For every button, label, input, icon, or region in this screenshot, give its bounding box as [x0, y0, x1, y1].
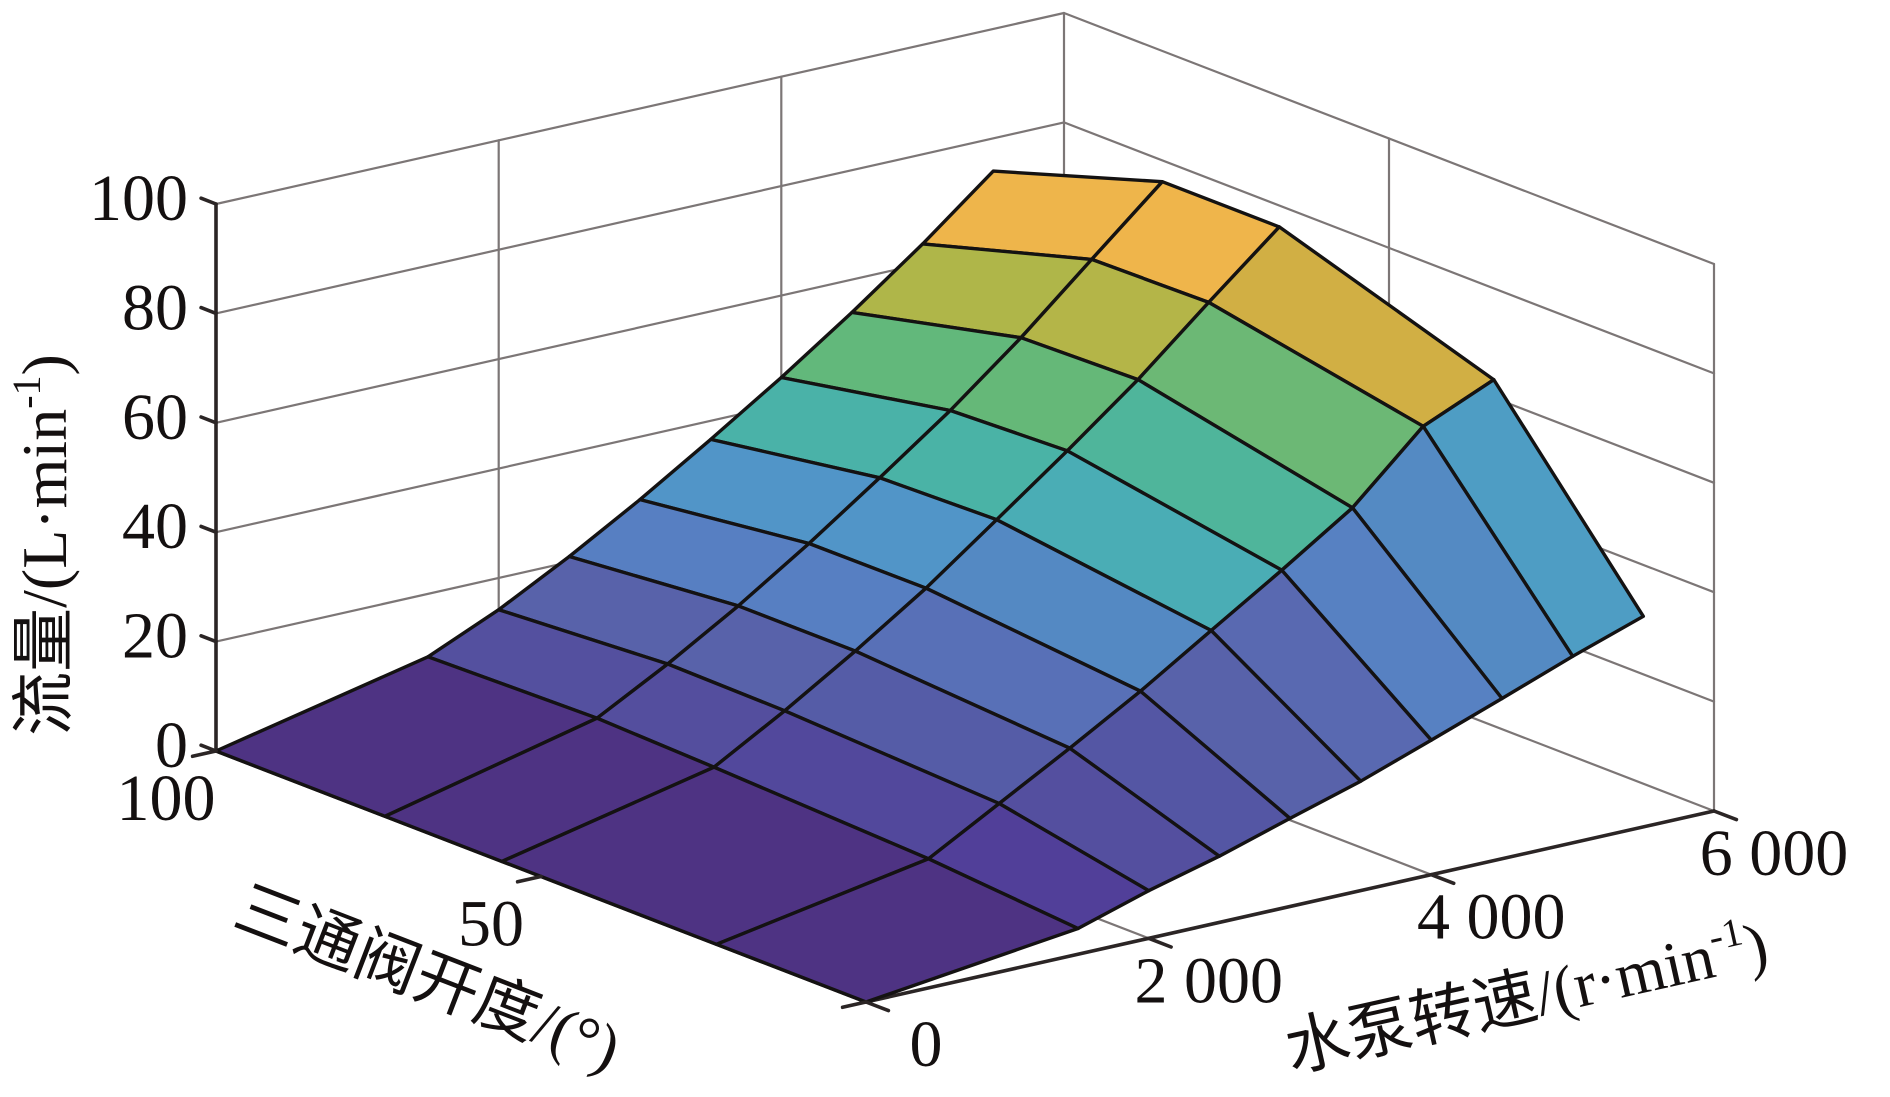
- valve-tick-label: 50: [458, 888, 524, 961]
- z-tick-mark: [199, 196, 218, 206]
- z-tick-label: 40: [122, 490, 188, 563]
- valve-tick-mark: [515, 874, 543, 884]
- z-tick-label: 0: [155, 709, 188, 782]
- z-axis-title: 流量/(L·min-1): [4, 354, 80, 736]
- speed-tick-label: 2 000: [1134, 944, 1283, 1017]
- valve-tick-label: 100: [117, 762, 216, 835]
- z-tick-mark: [199, 415, 218, 425]
- z-tick-mark: [199, 305, 218, 316]
- z-tick-label: 20: [122, 600, 188, 673]
- valve-tick-mark: [840, 1000, 868, 1010]
- z-axis-title-text: 流量/(L·min: [9, 409, 80, 736]
- z-tick-label: 80: [122, 271, 188, 344]
- grid-line-left-wall: [214, 11, 1066, 206]
- surface-cell: [714, 857, 1080, 1004]
- z-axis-title-close: ): [9, 354, 80, 375]
- z-tick-mark: [199, 633, 218, 644]
- valve-tick-mark: [190, 749, 218, 759]
- z-tick-mark: [199, 524, 218, 535]
- speed-tick-label: 4 000: [1417, 881, 1566, 954]
- speed-tick-label: 0: [910, 1008, 943, 1081]
- grid-line-left-wall: [214, 121, 1066, 315]
- surface-mesh: [214, 169, 1646, 1004]
- speed-tick-mark: [1146, 936, 1173, 949]
- speed-tick-label: 6 000: [1700, 817, 1849, 890]
- z-tick-label: 100: [89, 162, 188, 235]
- speed-tick-mark: [1712, 809, 1739, 822]
- speed-axis-line: [864, 809, 1716, 1004]
- speed-tick-mark: [1429, 872, 1456, 886]
- z-axis-title-superscript: -1: [4, 375, 49, 408]
- speed-tick-mark: [864, 1000, 891, 1013]
- z-tick-label: 60: [122, 381, 188, 454]
- tick-marks: [190, 196, 1739, 1013]
